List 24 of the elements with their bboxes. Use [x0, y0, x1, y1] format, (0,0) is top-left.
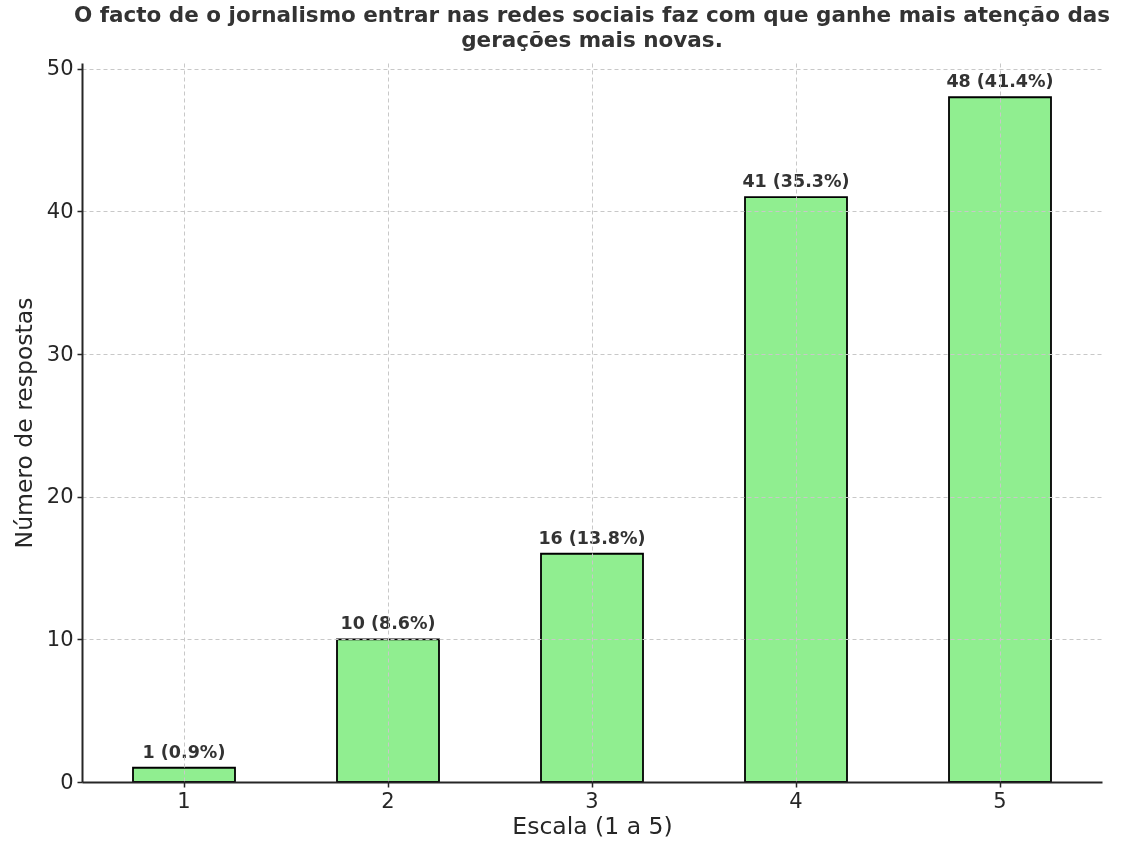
y-tick-label: 20	[46, 484, 74, 509]
x-tick-label: 3	[585, 788, 599, 813]
x-axis-title: Escala (1 a 5)	[512, 811, 673, 840]
y-tick-label: 30	[46, 341, 74, 366]
y-tick-label: 50	[46, 56, 74, 81]
bar	[132, 766, 236, 783]
bar	[540, 552, 644, 783]
data-label: 41 (35.3%)	[742, 171, 850, 192]
x-tick-label: 5	[993, 788, 1007, 813]
bar	[744, 196, 848, 783]
bar	[948, 96, 1052, 783]
data-label: 1 (0.9%)	[142, 741, 226, 762]
y-tick-label: 0	[60, 769, 74, 794]
y-tick-label: 40	[46, 198, 74, 223]
bar	[336, 638, 440, 783]
y-tick-label: 10	[46, 626, 74, 651]
data-label: 10 (8.6%)	[340, 613, 436, 634]
x-tick-label: 4	[789, 788, 803, 813]
data-label: 16 (13.8%)	[538, 527, 646, 548]
x-tick-label: 2	[381, 788, 395, 813]
x-tick-label: 1	[177, 788, 191, 813]
data-label: 48 (41.4%)	[946, 71, 1054, 92]
chart-title: O facto de o jornalismo entrar nas redes sociais faz com que ganhe mais atenção das gerações mais novas.	[73, 2, 1111, 53]
y-axis-title: Número de respostas	[9, 297, 38, 549]
